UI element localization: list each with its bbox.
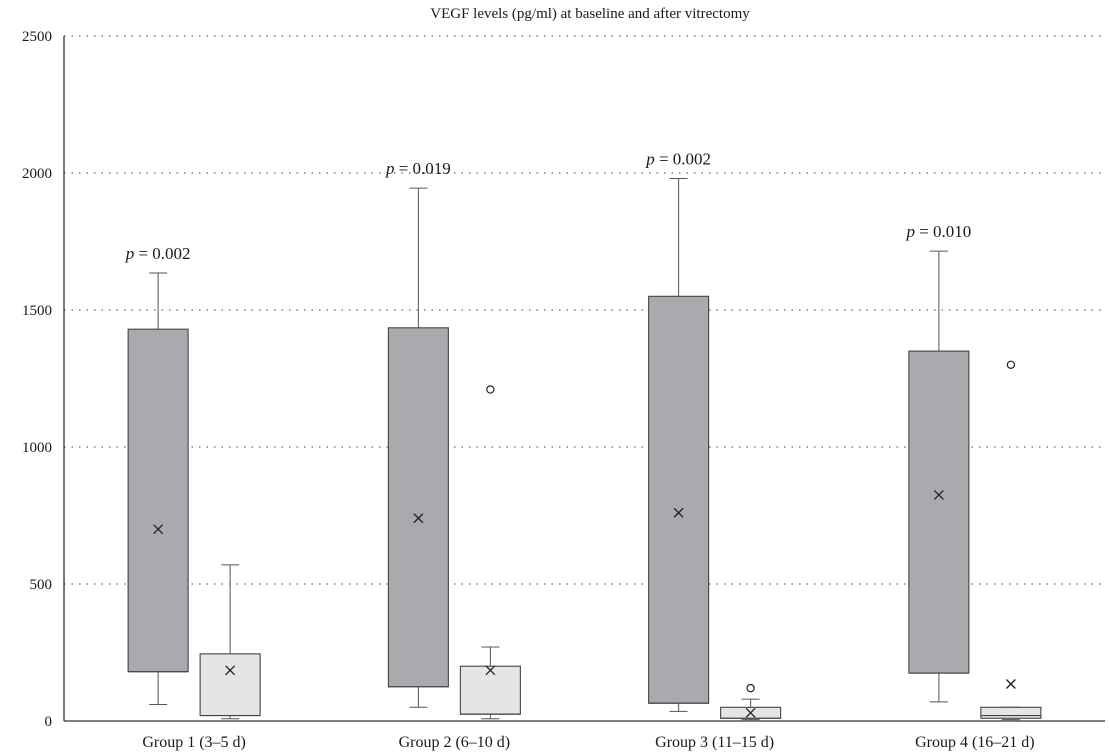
grid-lines — [64, 35, 1105, 585]
y-tick-label: 0 — [45, 714, 53, 730]
group-2: p = 0.019 — [385, 159, 521, 720]
y-tick-label: 2500 — [22, 29, 52, 45]
after-vitrectomy-mean-marker — [225, 665, 236, 676]
x-category-label: Group 2 (6–10 d) — [399, 734, 511, 751]
baseline-box — [908, 350, 970, 674]
box-plot-series: p = 0.002 p = 0.019 p = 0.002 p = 0.010 — [125, 149, 1042, 721]
group-1: p = 0.002 — [125, 244, 261, 720]
group-3: p = 0.002 — [645, 149, 782, 721]
baseline-mean-stroke-b — [413, 513, 424, 524]
after-vitrectomy-mean-marker — [745, 707, 756, 718]
chart-title: VEGF levels (pg/ml) at baseline and afte… — [430, 6, 750, 22]
baseline-mean-marker — [153, 524, 164, 535]
after-vitrectomy-outlier-point — [486, 385, 495, 394]
x-category-label: Group 1 (3–5 d) — [142, 734, 246, 751]
baseline-mean-stroke-b — [153, 524, 164, 535]
y-tick-label: 2000 — [22, 166, 52, 182]
after-vitrectomy-mean-stroke-b — [1005, 679, 1016, 689]
x-axis-category-labels: Group 1 (3–5 d) Group 2 (6–10 d) Group 3 (… — [142, 734, 1034, 751]
baseline-mean-marker — [933, 489, 944, 500]
y-tick-label: 1500 — [22, 303, 52, 319]
after-vitrectomy-outlier-point — [746, 683, 755, 693]
baseline-box — [387, 327, 449, 688]
baseline-box — [127, 328, 189, 673]
baseline-mean-marker — [413, 513, 424, 524]
p-value-annotation: p = 0.010 — [905, 222, 971, 241]
baseline-mean-stroke-b — [673, 507, 684, 518]
after-vitrectomy-box — [980, 706, 1042, 719]
baseline-box — [648, 295, 710, 704]
y-tick-label: 1000 — [22, 440, 52, 456]
y-axis-tick-labels: 0 500 1000 1500 2000 2500 — [22, 29, 52, 730]
after-vitrectomy-mean-marker — [485, 665, 496, 676]
x-category-label: Group 3 (11–15 d) — [655, 734, 774, 751]
group-4: p = 0.010 — [905, 222, 1042, 721]
after-vitrectomy-box — [459, 665, 521, 715]
after-vitrectomy-box — [199, 653, 261, 717]
after-vitrectomy-outlier-point — [1006, 360, 1016, 369]
baseline-mean-stroke-b — [933, 489, 944, 500]
p-value-annotation: p = 0.002 — [125, 244, 191, 263]
after-vitrectomy-mean-stroke-b — [225, 665, 236, 676]
after-vitrectomy-mean-stroke-b — [485, 665, 496, 676]
after-vitrectomy-mean-stroke-b — [745, 707, 756, 718]
after-vitrectomy-mean-marker — [1005, 679, 1016, 689]
p-value-annotation: p = 0.002 — [645, 149, 711, 168]
baseline-mean-marker — [673, 507, 684, 518]
p-value-annotation: p = 0.019 — [385, 159, 451, 178]
x-category-label: Group 4 (16–21 d) — [915, 734, 1035, 751]
y-tick-label: 500 — [30, 577, 53, 593]
